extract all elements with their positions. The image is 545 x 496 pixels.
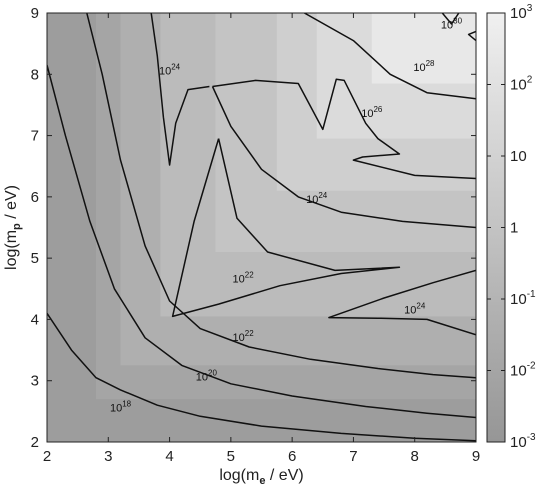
x-tick-label: 8 [411,448,419,465]
x-axis-label: log(me / eV) [219,467,303,487]
region-7 [371,13,476,84]
contour-label-0: 1018 [110,399,132,414]
y-tick-label: 7 [31,128,39,145]
contour-label-3: 1022 [233,271,255,286]
x-tick-label: 5 [227,448,235,465]
y-tick-label: 5 [31,250,39,267]
contour-label-7: 1026 [361,105,383,120]
contour-line-9 [441,13,460,25]
contour-line-5 [211,86,476,229]
x-axis-ticks: 2 3 4 5 6 7 8 9 [43,13,480,465]
shaded-regions [47,13,476,442]
x-tick-label: 3 [104,448,112,465]
contour-line-10 [467,30,476,42]
contour-lines [47,13,476,442]
colorbar-tick-label: 10-3 [510,432,536,451]
colorbar-tick-label: 10 [510,148,527,165]
x-tick-label: 9 [472,448,480,465]
y-axis-ticks: 2 3 4 5 6 7 8 9 [31,5,476,451]
contour-line-6 [328,269,476,336]
plot-frame [46,12,477,443]
y-tick-label: 2 [31,434,39,451]
contour-labels: 1018 1020 1022 1022 1024 1024 1024 1026 1028 1030 [110,16,463,414]
colorbar-tick-label: 10-1 [510,289,536,308]
colorbar-tick-label: 103 [510,3,533,22]
contour-label-8: 1028 [413,59,435,74]
x-tick-label: 6 [288,448,296,465]
y-tick-label: 8 [31,66,39,83]
contour-label-9: 1030 [441,16,463,31]
colorbar-tick-label: 10-2 [510,361,536,380]
y-axis-label: log(mp / eV) [3,185,23,270]
x-tick-label: 2 [43,448,51,465]
y-tick-label: 4 [31,311,39,328]
contour-line-1 [47,64,476,419]
colorbar-tick-label: 1 [510,220,518,237]
contour-label-5: 1024 [306,191,328,206]
contour-label-6: 1024 [404,301,426,316]
contour-label-4: 1024 [159,62,181,77]
x-tick-label: 7 [349,448,357,465]
contour-label-2: 1022 [233,329,255,344]
contour-label-1: 1020 [196,369,218,384]
y-tick-label: 9 [31,5,39,22]
colorbar-tick-label: 102 [510,75,533,94]
contour-line-0 [47,312,476,442]
contour-line-2 [86,13,476,379]
contour-line-3 [171,138,401,318]
contour-line-4 [150,13,210,166]
x-tick-label: 4 [165,448,173,465]
contour-line-7 [212,78,476,180]
y-tick-label: 3 [31,373,39,390]
y-tick-label: 6 [31,189,39,206]
contour-line-8 [304,13,476,100]
